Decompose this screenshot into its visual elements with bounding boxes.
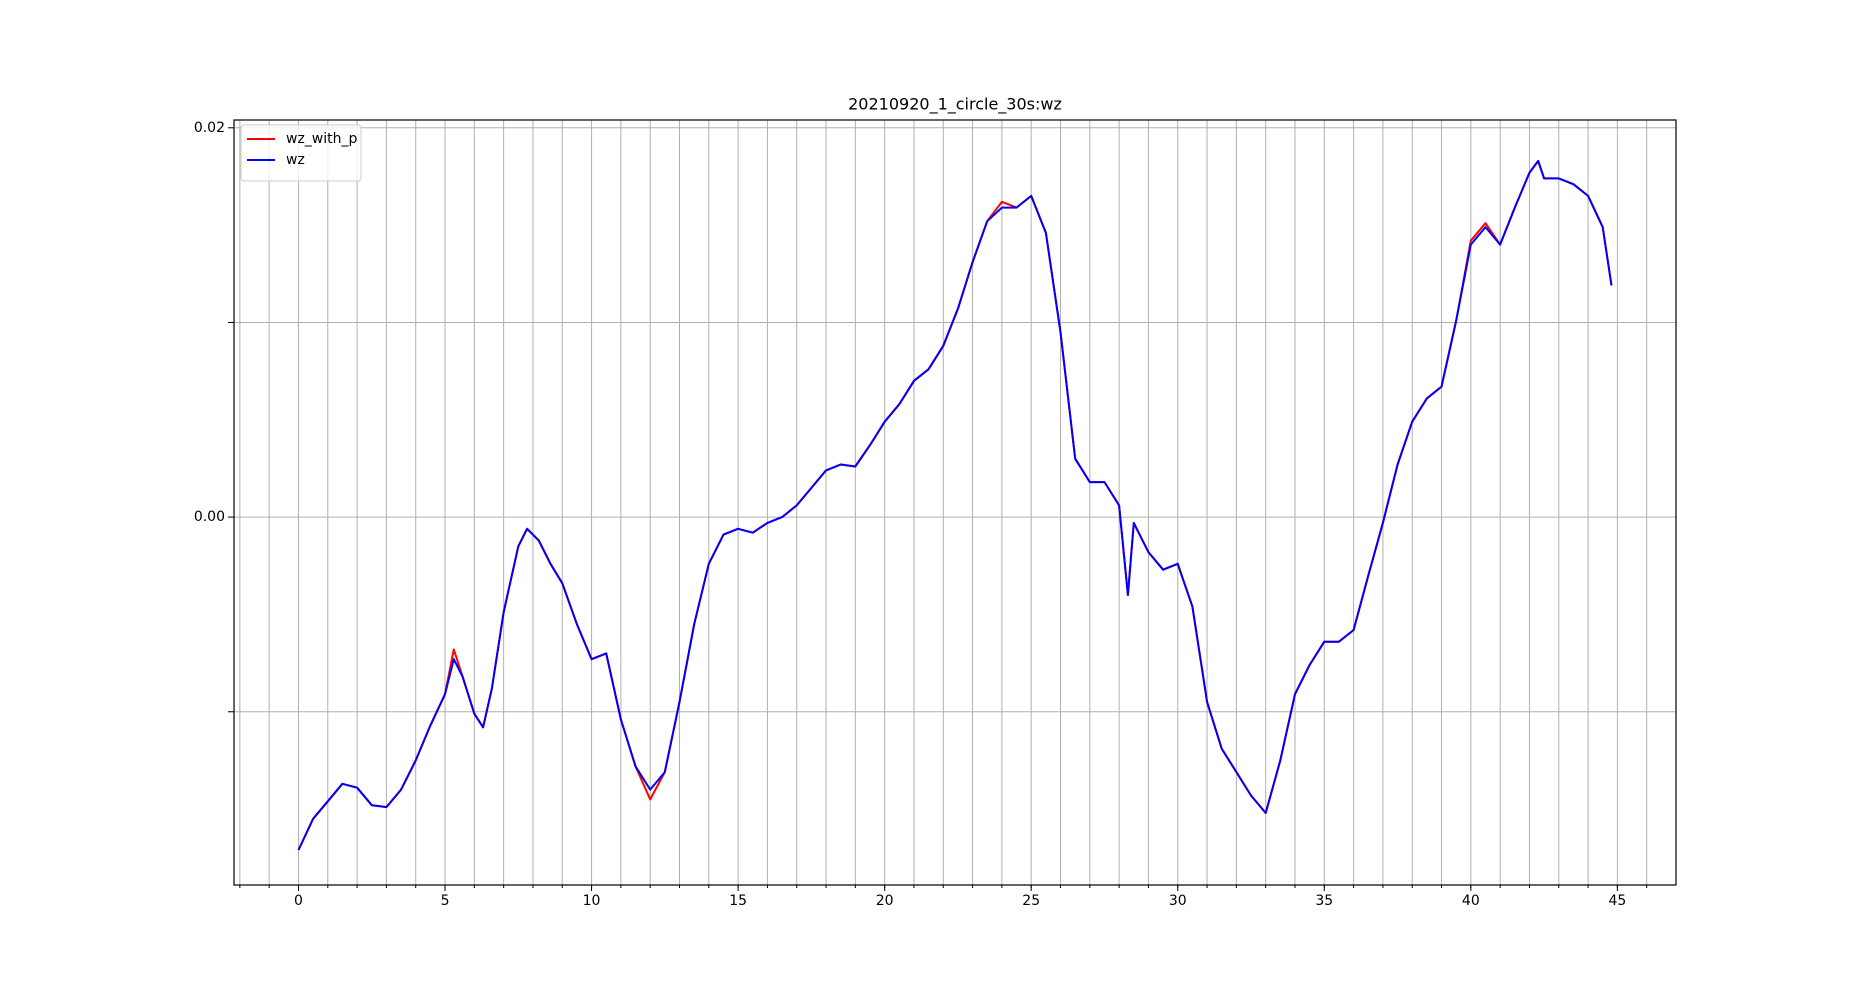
- x-tick-label: 40: [1462, 893, 1480, 909]
- x-tick-label: 15: [729, 893, 747, 909]
- x-tick-label: 5: [441, 893, 450, 909]
- x-tick-label: 10: [583, 893, 601, 909]
- plot-frame: [233, 119, 1677, 886]
- legend-label: wz: [286, 152, 305, 168]
- x-tick-label: 30: [1169, 893, 1187, 909]
- series-line: [297, 159, 1613, 851]
- legend-label: wz_with_p: [286, 131, 358, 147]
- x-tick-label: 45: [1608, 893, 1626, 909]
- series-line: [297, 159, 1613, 851]
- y-tick-label: 0.00: [194, 509, 225, 525]
- x-tick-label: 0: [294, 893, 303, 909]
- chart-title: 20210920_1_circle_30s:wz: [848, 95, 1062, 115]
- y-tick-label: 0.02: [194, 120, 225, 136]
- x-tick-label: 25: [1022, 893, 1040, 909]
- x-tick-label: 20: [876, 893, 894, 909]
- x-tick-label: 35: [1315, 893, 1333, 909]
